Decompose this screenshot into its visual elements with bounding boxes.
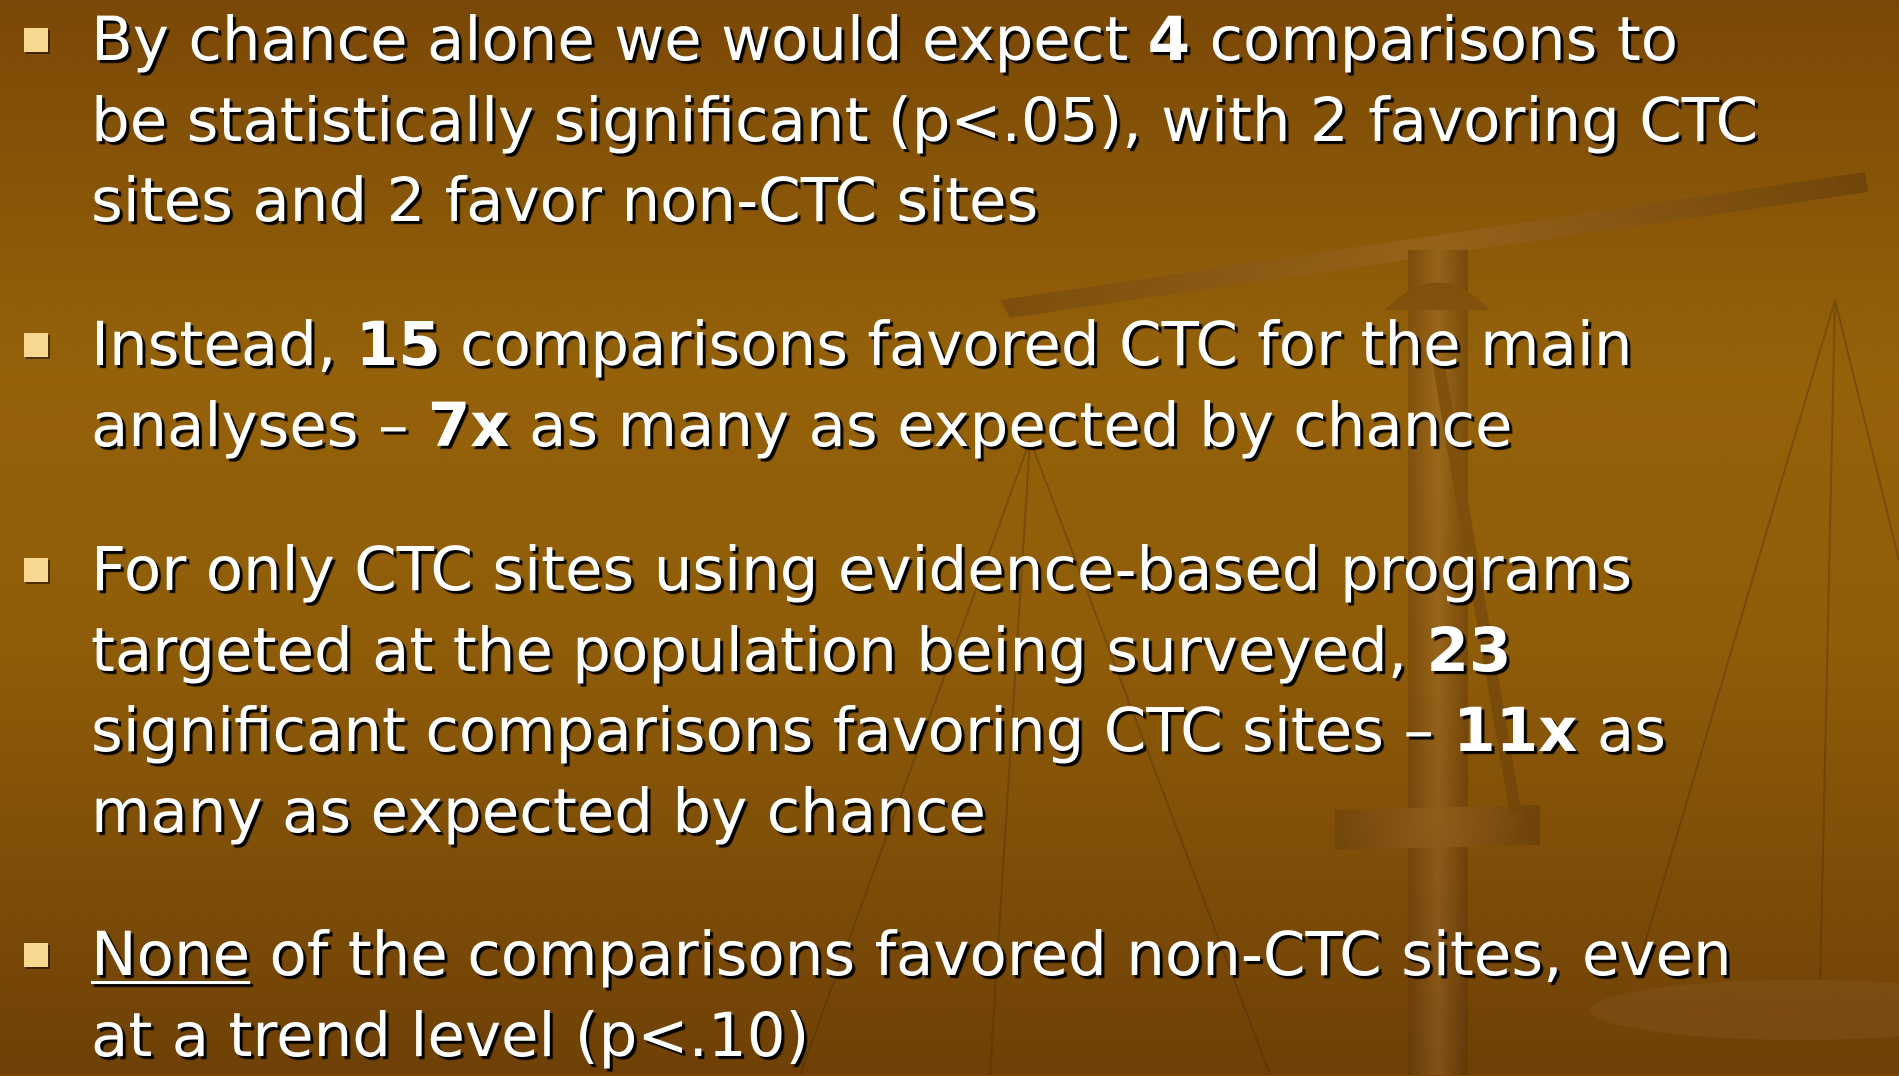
underlined-text: None (91, 919, 250, 990)
text-run: as many as expected by chance (510, 390, 1513, 461)
text-run: sites and 2 favor non-CTC sites (91, 165, 1038, 236)
text-run: be statistically significant (p<.05), wi… (91, 85, 1758, 156)
text-run: Instead, (91, 309, 356, 380)
text-run: For only CTC sites using evidence-based … (91, 534, 1632, 605)
bullet-marker (24, 558, 48, 582)
text-line: at a trend level (p<.10) (91, 996, 809, 1076)
bold-text: 7x (428, 390, 510, 461)
text-line: None of the comparisons favored non-CTC … (91, 915, 1732, 995)
bold-text: 4 (1148, 4, 1190, 75)
bold-text: 11x (1453, 695, 1577, 766)
bold-text: 15 (356, 309, 441, 380)
slide: By chance alone we would expect 4 compar… (0, 0, 1899, 1075)
bullet-marker (24, 943, 48, 967)
bold-text: 23 (1427, 615, 1512, 686)
text-line: significant comparisons favoring CTC sit… (91, 691, 1666, 771)
text-line: By chance alone we would expect 4 compar… (91, 0, 1678, 80)
text-line: Instead, 15 comparisons favored CTC for … (91, 305, 1632, 385)
text-run: significant comparisons favoring CTC sit… (91, 695, 1453, 766)
text-line: many as expected by chance (91, 772, 986, 852)
text-line: For only CTC sites using evidence-based … (91, 530, 1632, 610)
text-run: of the comparisons favored non-CTC sites… (250, 919, 1732, 990)
text-run: comparisons to (1190, 4, 1678, 75)
bullet-marker (24, 28, 48, 52)
text-line: sites and 2 favor non-CTC sites (91, 161, 1038, 241)
bullet-marker (24, 333, 48, 357)
text-run: many as expected by chance (91, 776, 986, 847)
text-line: targeted at the population being surveye… (91, 611, 1511, 691)
text-run: analyses – (91, 390, 428, 461)
text-run: comparisons favored CTC for the main (441, 309, 1633, 380)
text-line: analyses – 7x as many as expected by cha… (91, 386, 1513, 466)
text-run: as (1578, 695, 1667, 766)
text-run: at a trend level (p<.10) (91, 1000, 809, 1071)
text-line: be statistically significant (p<.05), wi… (91, 81, 1758, 161)
text-run: targeted at the population being surveye… (91, 615, 1427, 686)
text-run: By chance alone we would expect (91, 4, 1148, 75)
